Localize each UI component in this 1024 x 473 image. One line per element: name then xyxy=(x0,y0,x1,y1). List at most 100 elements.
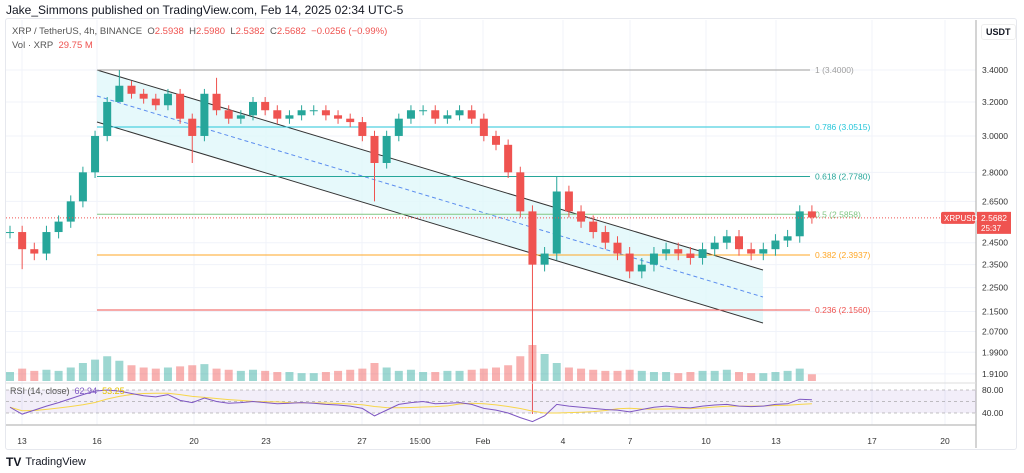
volume-bar xyxy=(115,360,124,381)
price-tick: 3.4000 xyxy=(982,65,1008,75)
volume-bar xyxy=(467,369,476,381)
volume-bar xyxy=(297,373,306,381)
volume-bar xyxy=(613,370,622,381)
volume-bar xyxy=(492,367,500,381)
currency-unit-button[interactable]: USDT xyxy=(981,24,1016,40)
fib-level-label: 1 (3.4000) xyxy=(815,65,854,75)
candle-body xyxy=(577,211,586,222)
tv-logo-icon: TV xyxy=(6,455,22,469)
volume-bar xyxy=(722,369,731,381)
tradingview-logo: TV TradingView xyxy=(6,455,86,469)
volume-bar xyxy=(419,372,428,381)
rsi-label: RSI (14, close) xyxy=(10,386,70,396)
candle-body xyxy=(540,253,549,265)
price-tag-countdown: 25:37 xyxy=(981,224,1002,233)
candle-body xyxy=(236,115,245,119)
candle-body xyxy=(552,191,561,254)
time-tick: 13 xyxy=(17,436,27,446)
volume-bar xyxy=(710,370,719,381)
candle-body xyxy=(431,110,440,119)
price-tag xyxy=(977,211,1011,234)
price-tick: 3.2000 xyxy=(982,97,1008,107)
price-tick: 3.0000 xyxy=(982,131,1008,141)
volume-bar xyxy=(66,367,75,381)
volume-bar xyxy=(285,372,294,381)
candle-body xyxy=(297,110,306,116)
volume-bar xyxy=(807,374,816,381)
candle-body xyxy=(467,110,476,119)
volume-bar xyxy=(625,369,634,381)
volume-bar xyxy=(54,370,63,381)
candle-body xyxy=(698,249,707,258)
volume-bar xyxy=(151,368,160,381)
price-tick: 2.3500 xyxy=(982,260,1008,270)
time-tick: 10 xyxy=(701,436,711,446)
volume-bar xyxy=(589,369,598,381)
volume-bar xyxy=(747,373,756,381)
high-label: H xyxy=(189,26,196,37)
rsi-line xyxy=(9,389,812,423)
candle-body xyxy=(103,101,112,136)
volume-label[interactable]: Vol · XRP xyxy=(12,40,54,51)
time-tick: 17 xyxy=(867,436,877,446)
volume-bar xyxy=(795,368,804,381)
candle-body xyxy=(249,101,257,116)
volume-bar xyxy=(516,356,525,381)
time-tick: 4 xyxy=(561,436,566,446)
candle-body xyxy=(78,172,87,202)
time-tick: 7 xyxy=(628,436,633,446)
candle-body xyxy=(382,135,391,163)
candle-body xyxy=(601,232,610,243)
volume-bar xyxy=(552,363,561,381)
candle-body xyxy=(261,101,270,111)
volume-bar xyxy=(504,365,513,381)
high-value: 2.5980 xyxy=(195,26,226,37)
time-tick: 23 xyxy=(261,436,271,446)
volume-bar xyxy=(176,366,185,381)
candle-body xyxy=(188,118,197,136)
volume-bar xyxy=(78,363,87,381)
volume-bar xyxy=(188,365,197,381)
candle-body xyxy=(528,211,537,265)
time-tick: 16 xyxy=(92,436,102,446)
rsi-legend[interactable]: RSI (14, close) 62.94 53.25 xyxy=(10,386,125,396)
candle-body xyxy=(710,242,719,250)
candle-body xyxy=(443,115,452,119)
rsi-tick: 40.00 xyxy=(982,408,1004,418)
candle-body xyxy=(662,249,671,254)
volume-bar xyxy=(139,367,148,381)
open-label: O xyxy=(147,26,155,37)
candle-body xyxy=(747,249,756,254)
candle-body xyxy=(334,115,343,119)
candle-body xyxy=(212,93,221,111)
volume-bar xyxy=(261,370,270,381)
logo-text: TradingView xyxy=(25,456,86,468)
candle-body xyxy=(406,110,415,119)
open-value: 2.5938 xyxy=(154,26,184,37)
candle-body xyxy=(722,236,731,243)
volume-bar xyxy=(200,364,209,381)
close-value: 2.5682 xyxy=(276,26,306,37)
fib-level-label: 0.618 (2.7780) xyxy=(815,171,870,181)
candle-body xyxy=(224,110,233,119)
volume-bar xyxy=(662,372,671,381)
candle-body xyxy=(151,98,160,106)
candle-body xyxy=(163,93,172,106)
volume-bar xyxy=(406,369,415,381)
volume-bar xyxy=(382,367,391,381)
channel-upper-line xyxy=(96,69,764,271)
symbol-title[interactable]: XRP / TetherUS, 4h, BINANCE xyxy=(12,26,143,37)
candle-body xyxy=(309,110,318,112)
candle-body xyxy=(674,249,683,254)
published-header: Jake_Simmons published on TradingView.co… xyxy=(6,3,404,17)
candle-body xyxy=(455,110,464,116)
volume-bar xyxy=(674,373,683,381)
time-tick: 13 xyxy=(771,436,781,446)
price-tick: 2.4500 xyxy=(982,238,1008,248)
low-value: 2.5382 xyxy=(235,26,265,37)
volume-bar xyxy=(577,368,586,381)
candle-body xyxy=(91,135,100,173)
candle-body xyxy=(807,211,816,218)
symbol-legend: XRP / TetherUS, 4h, BINANCE O2.5938 H2.5… xyxy=(12,25,387,53)
